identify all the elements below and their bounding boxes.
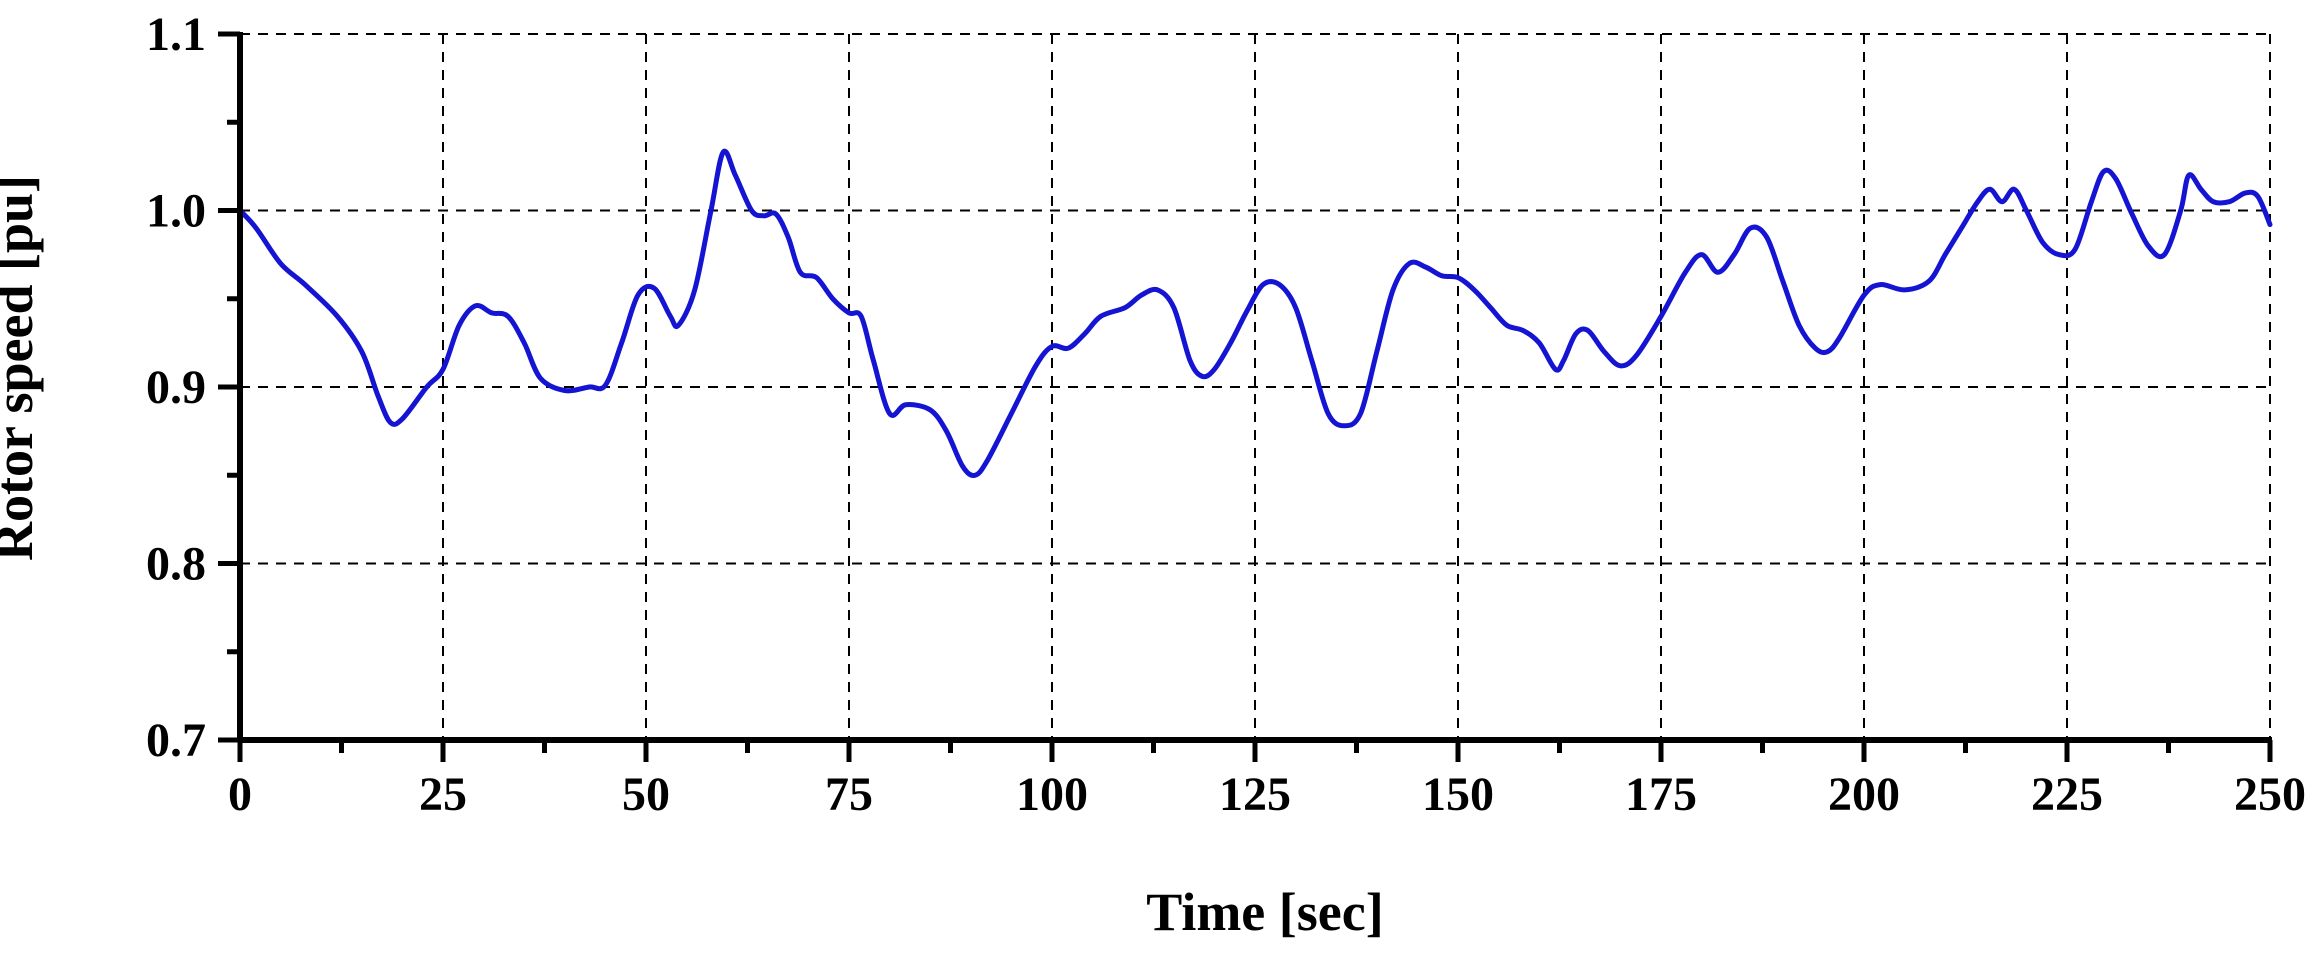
x-tick-label: 75 [825, 768, 873, 821]
axes-layer [218, 31, 2273, 762]
x-tick-label: 100 [1016, 768, 1088, 821]
x-axis-title: Time [sec] [1146, 882, 1383, 942]
series-layer [237, 148, 2273, 478]
y-tick-label: 0.7 [146, 714, 206, 767]
x-tick-label: 125 [1219, 768, 1291, 821]
x-tick-label: 200 [1828, 768, 1900, 821]
rotor-speed-series-line [237, 148, 2273, 478]
x-tick-label: 175 [1625, 768, 1697, 821]
y-tick-label: 1.1 [146, 8, 206, 61]
y-tick-label: 1.0 [146, 185, 206, 238]
x-tick-label: 150 [1422, 768, 1494, 821]
y-tick-label: 0.8 [146, 538, 206, 591]
x-tick-label: 250 [2234, 768, 2306, 821]
grid-layer [240, 33, 2271, 740]
x-tick-label: 25 [419, 768, 467, 821]
y-axis-title: Rotor speed [pu] [0, 175, 44, 561]
labels-layer: 0 25 50 75 100 125 150 175 200 225 250 0.7 0.8 0.9 1.0… [146, 8, 2306, 821]
x-tick-label: 0 [228, 768, 252, 821]
x-tick-label: 50 [622, 768, 670, 821]
x-tick-label: 225 [2031, 768, 2103, 821]
y-tick-label: 0.9 [146, 361, 206, 414]
